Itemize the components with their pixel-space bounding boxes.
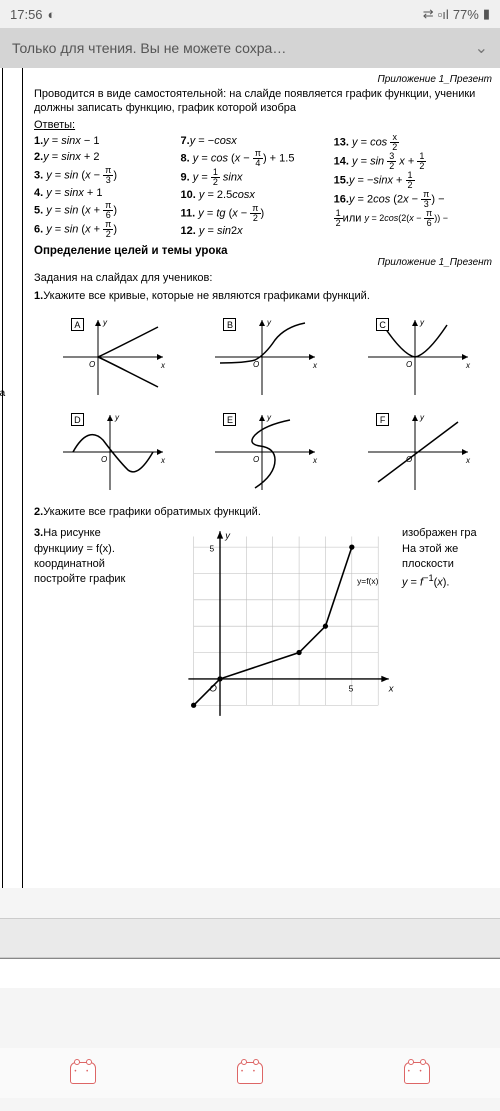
svg-text:O: O [406, 360, 412, 369]
intro-text: Проводится в виде самостоятельной: на сл… [34, 87, 492, 116]
readonly-banner[interactable]: Только для чтения. Вы не можете сохра… ⌄ [0, 28, 500, 68]
graph-b: B x y O [205, 315, 320, 400]
document-content: ка Приложение 1_Презент Проводится в вид… [0, 68, 500, 888]
nav-home-icon[interactable]: • • [237, 1062, 263, 1084]
task2: 2.Укажите все графики обратимых функций. [34, 505, 492, 520]
big-graph: O x y 5 5 y=f(x) [162, 526, 394, 729]
battery-icon: ▮ [483, 6, 490, 22]
graph-f: F x y O [358, 410, 473, 495]
svg-text:y: y [114, 413, 120, 422]
graph-a: A x y O [53, 315, 168, 400]
status-bar: 17:56 ◐ ⇄ ▫ıl 77% ▮ [0, 0, 500, 28]
answers-label: Ответы: [34, 119, 492, 131]
page-next [0, 958, 500, 988]
graphs-row-1: A x y O B x y O [34, 315, 492, 400]
svg-text:O: O [253, 360, 259, 369]
svg-text:x: x [465, 456, 471, 465]
svg-text:y: y [266, 318, 272, 327]
graph-e: E x y O [205, 410, 320, 495]
svg-text:5: 5 [209, 544, 214, 554]
svg-text:x: x [465, 361, 471, 370]
task1: 1.Укажите все кривые, которые не являютс… [34, 289, 492, 304]
nav-back-icon[interactable]: • • [404, 1062, 430, 1084]
side-label: ка [0, 388, 5, 399]
equations-grid: 1.y = sinx − 1 2.y = sinx + 2 3. y = sin… [34, 133, 492, 240]
appendix-ref-2: Приложение 1_Презент [34, 257, 492, 268]
svg-text:y=f(x): y=f(x) [357, 576, 378, 586]
svg-text:x: x [388, 684, 394, 695]
svg-text:y: y [102, 318, 108, 327]
svg-text:O: O [89, 360, 95, 369]
page-gap [0, 918, 500, 958]
nav-recent-icon[interactable]: • • [70, 1062, 96, 1084]
svg-text:x: x [160, 361, 166, 370]
graph-c: C x y O [358, 315, 473, 400]
task-intro: Задания на слайдах для учеников: [34, 271, 492, 286]
nav-bar: • • • • • • [0, 1048, 500, 1098]
status-time: 17:56 [10, 7, 43, 22]
signal-icon: ▫ıl [438, 7, 449, 22]
svg-text:O: O [253, 455, 259, 464]
svg-text:5: 5 [349, 684, 354, 694]
wifi-icon: ⇄ [423, 6, 434, 22]
svg-text:x: x [160, 456, 166, 465]
task3: 3.На рисунке функцииy = f(x). координатн… [34, 526, 492, 729]
status-app-icon: ◐ [48, 7, 56, 22]
graph-d: D x y O [53, 410, 168, 495]
readonly-text: Только для чтения. Вы не можете сохра… [12, 40, 286, 56]
svg-text:x: x [312, 361, 318, 370]
svg-text:y: y [419, 413, 425, 422]
battery-text: 77% [453, 7, 479, 22]
svg-text:x: x [312, 456, 318, 465]
appendix-ref: Приложение 1_Презент [34, 74, 492, 85]
svg-text:y: y [266, 413, 272, 422]
chevron-down-icon[interactable]: ⌄ [475, 38, 488, 58]
section-title: Определение целей и темы урока [34, 245, 492, 257]
svg-text:y: y [419, 318, 425, 327]
graphs-row-2: D x y O E x y O [34, 410, 492, 495]
svg-text:y: y [224, 531, 231, 542]
svg-text:O: O [101, 455, 107, 464]
